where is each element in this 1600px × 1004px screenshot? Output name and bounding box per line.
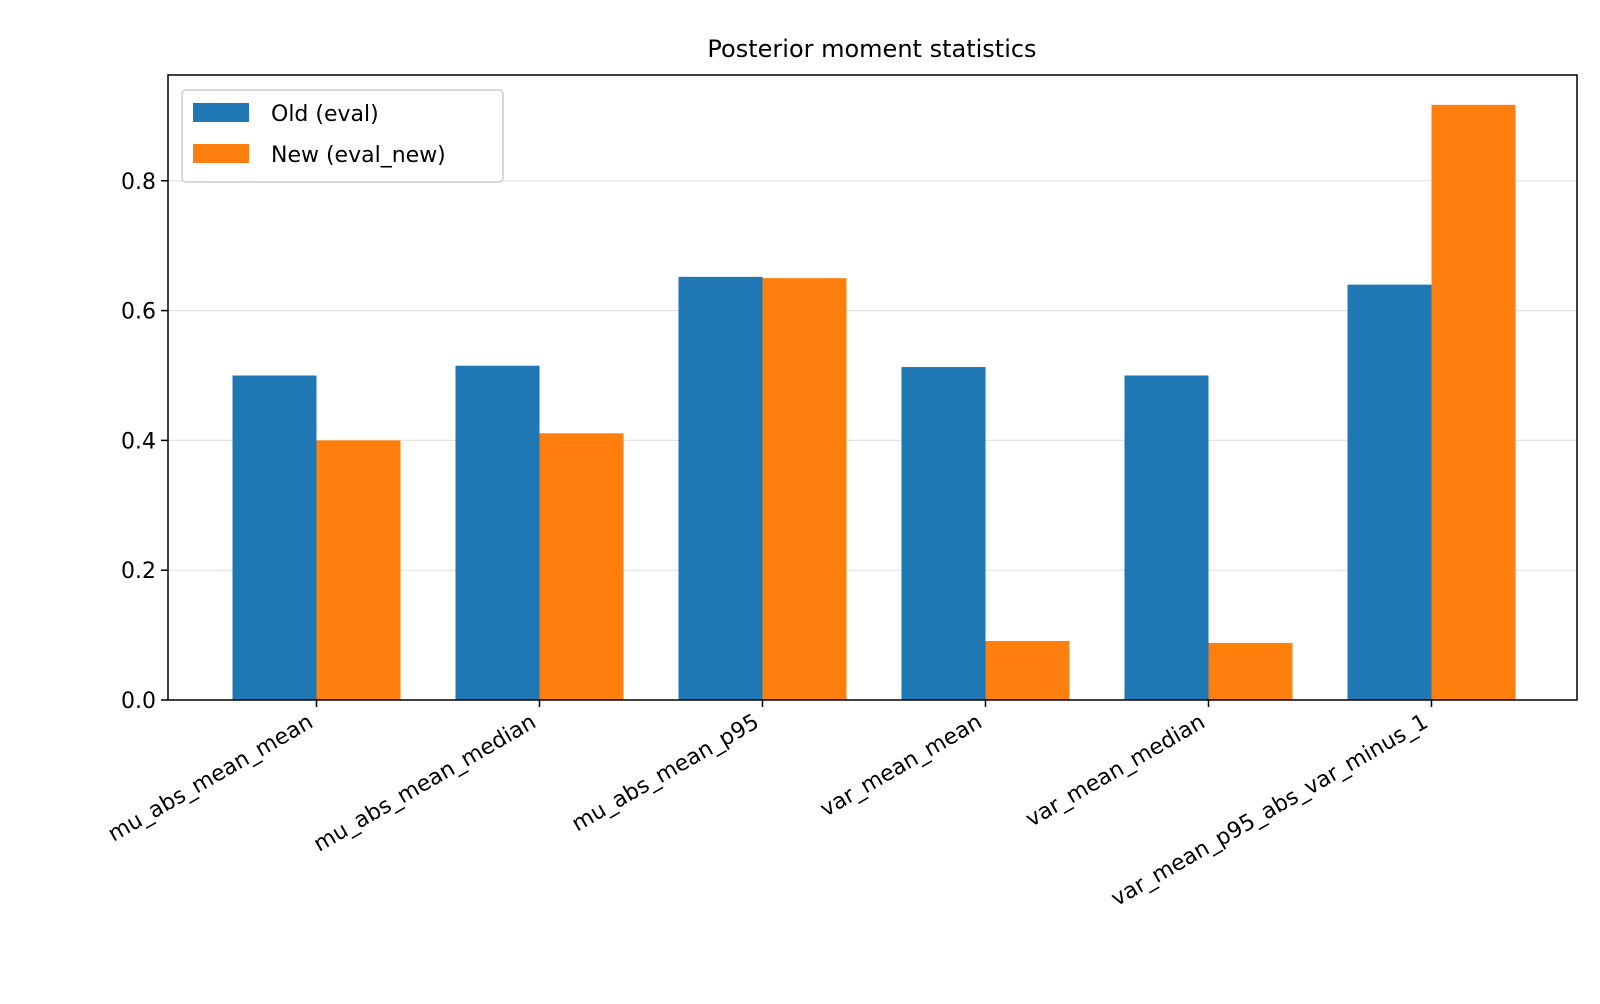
plot-frame [167, 74, 1578, 701]
bar-old-1 [455, 365, 540, 700]
legend-swatch-new [193, 144, 249, 163]
bar-new-0 [316, 440, 401, 700]
legend-label-old: Old (eval) [271, 102, 379, 127]
bar-old-4 [1124, 375, 1209, 700]
legend-swatch-old [193, 103, 249, 122]
bar-old-3 [901, 367, 986, 700]
y-tick-label: 0.0 [121, 689, 156, 714]
y-tick-label: 0.8 [121, 170, 156, 195]
bar-old-0 [232, 375, 317, 700]
y-tick-label: 0.6 [121, 300, 156, 325]
bar-new-1 [539, 433, 624, 700]
bar-new-2 [762, 278, 847, 700]
legend-frame [181, 89, 504, 183]
y-tick-label: 0.4 [121, 429, 156, 454]
chart-title: Posterior moment statistics [707, 35, 1036, 63]
y-axis: 0.0 0.2 0.4 0.6 0.8 [121, 170, 168, 714]
legend: Old (eval) New (eval_new) [181, 89, 504, 183]
bar-old-5 [1347, 284, 1432, 700]
bar-new-5 [1431, 104, 1516, 701]
bar-new-3 [985, 640, 1070, 700]
legend-label-new: New (eval_new) [271, 143, 446, 168]
y-tick-label: 0.2 [121, 559, 156, 584]
bar-old-2 [678, 276, 763, 700]
bars [232, 104, 1516, 701]
bar-new-4 [1208, 642, 1293, 700]
